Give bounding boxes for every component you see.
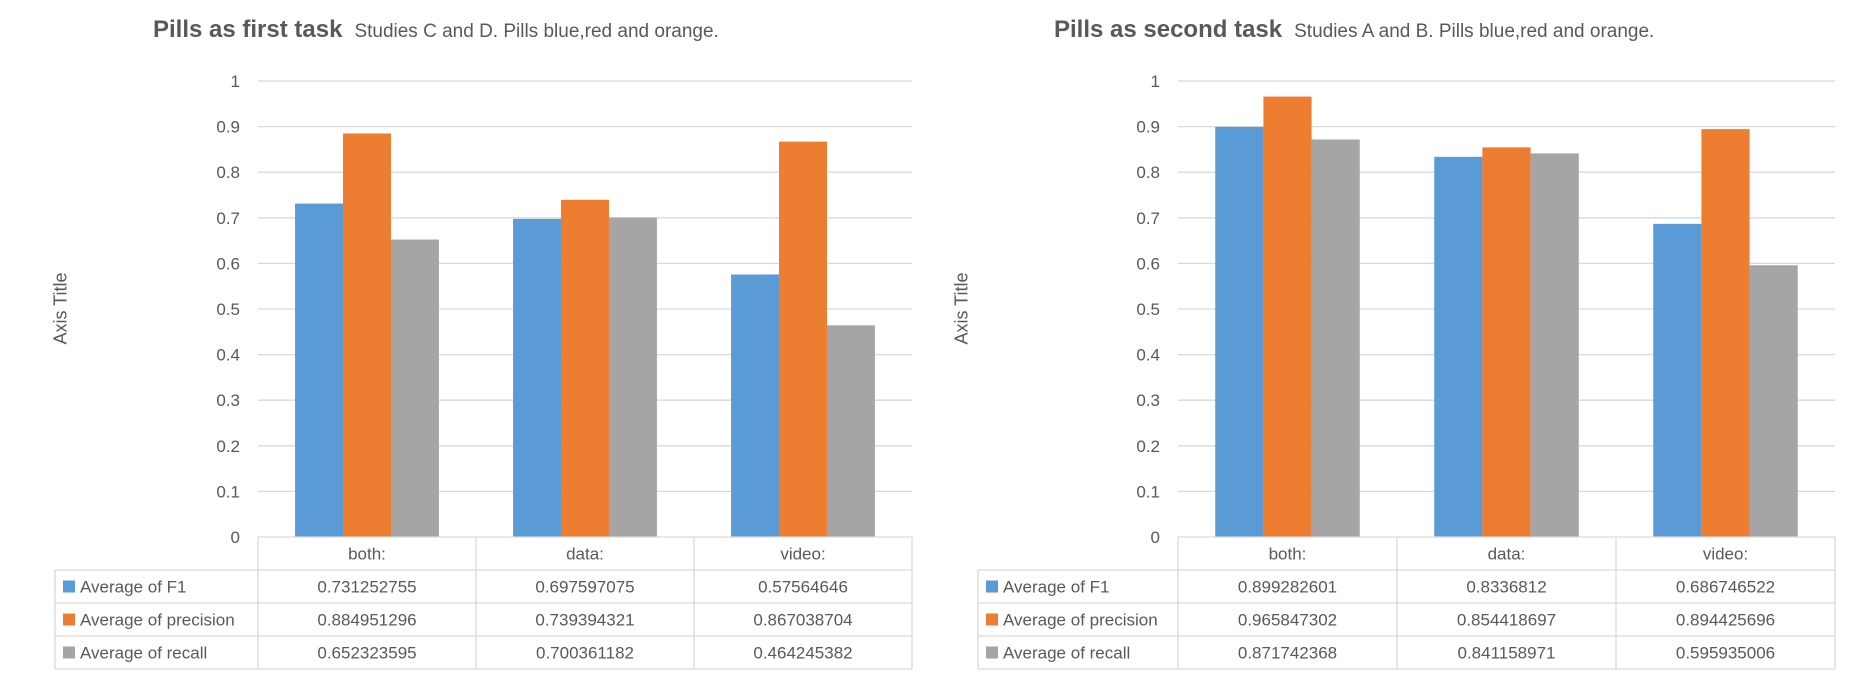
chart-subtitle: Studies A and B. Pills blue,red and oran… <box>1294 21 1655 42</box>
data-label: 0.700361182 <box>536 644 634 663</box>
legend-swatch <box>63 613 75 626</box>
chart-plot: 0 0.1 0.2 0.3 0.4 0.5 0.6 0.7 0.8 0.9 1 both: data: v… <box>977 72 1836 670</box>
chart-pills-first-task: Pills as first task Studies C and D. Pill… <box>51 16 913 670</box>
bar <box>1311 139 1360 537</box>
data-label: 0.8336812 <box>1466 578 1546 597</box>
bar <box>1701 129 1750 537</box>
bar <box>1482 147 1531 537</box>
legend-swatch <box>986 613 998 626</box>
data-label: 0.731252755 <box>317 578 416 597</box>
chart-title: Pills as second task <box>1054 16 1283 43</box>
legend-entry: Average of recall <box>1003 644 1130 663</box>
y-tick-label: 0 <box>1151 528 1160 547</box>
y-tick-label: 0.5 <box>216 300 240 319</box>
category-label: both: <box>348 545 386 564</box>
bar <box>295 203 344 537</box>
data-label: 0.894425696 <box>1676 611 1775 630</box>
y-tick-label: 0.3 <box>1136 391 1160 410</box>
bar <box>561 199 609 538</box>
legend-swatch <box>63 646 75 659</box>
y-tick-label: 0.4 <box>1136 346 1160 365</box>
category-label: data: <box>1488 545 1526 564</box>
bar <box>343 133 391 537</box>
y-tick-label: 0 <box>231 528 240 547</box>
chart-subtitle: Studies C and D. Pills blue,red and oran… <box>354 21 719 42</box>
bar <box>826 325 875 537</box>
bar <box>1263 96 1312 537</box>
legend-entry: Average of F1 <box>80 578 186 597</box>
category-label: video: <box>780 545 825 564</box>
bar <box>1530 153 1579 537</box>
y-tick-label: 0.9 <box>1136 118 1160 137</box>
bar <box>1653 223 1702 538</box>
data-label: 0.595935006 <box>1676 644 1775 663</box>
legend-swatch <box>986 646 998 659</box>
y-tick-label: 0.1 <box>216 482 240 501</box>
bar <box>779 141 827 537</box>
y-tick-label: 0.6 <box>1136 254 1160 273</box>
chart-title-block: Pills as first task Studies C and D. Pill… <box>153 16 719 44</box>
bar <box>513 218 562 537</box>
y-tick-label: 1 <box>1151 72 1160 91</box>
data-label: 0.57564646 <box>758 578 848 597</box>
legend-swatch <box>63 580 75 593</box>
data-label: 0.686746522 <box>1676 578 1775 597</box>
chart-plot: 0 0.1 0.2 0.3 0.4 0.5 0.6 0.7 0.8 0.9 1 both: data: v… <box>54 72 913 670</box>
data-label: 0.652323595 <box>317 644 416 663</box>
data-label: 0.871742368 <box>1238 644 1337 663</box>
data-label: 0.854418697 <box>1457 611 1556 630</box>
bar <box>1434 156 1483 537</box>
category-label: video: <box>1703 545 1748 564</box>
bar <box>1749 265 1798 537</box>
data-label: 0.841158971 <box>1457 644 1555 663</box>
y-tick-label: 0.3 <box>216 391 240 410</box>
bar <box>390 239 439 537</box>
category-label: both: <box>1269 545 1307 564</box>
y-tick-label: 0.2 <box>1136 437 1160 456</box>
y-tick-label: 0.9 <box>216 118 240 137</box>
data-label: 0.965847302 <box>1238 611 1337 630</box>
y-tick-label: 0.7 <box>1136 209 1160 228</box>
y-tick-label: 0.4 <box>216 346 240 365</box>
y-tick-label: 0.6 <box>216 254 240 273</box>
y-tick-label: 0.7 <box>216 209 240 228</box>
legend-entry: Average of recall <box>80 644 207 663</box>
legend-entry: Average of precision <box>80 611 235 630</box>
data-label: 0.899282601 <box>1238 578 1337 597</box>
bar <box>1215 126 1264 538</box>
legend-swatch <box>986 580 998 593</box>
y-tick-label: 0.8 <box>1136 163 1160 182</box>
data-label: 0.867038704 <box>753 611 852 630</box>
category-label: data: <box>566 545 604 564</box>
y-tick-label: 0.8 <box>216 163 240 182</box>
chart-title: Pills as first task <box>153 16 343 43</box>
data-label: 0.464245382 <box>753 644 852 663</box>
bar <box>608 217 657 537</box>
bar <box>731 274 780 537</box>
legend-entry: Average of precision <box>1003 611 1158 630</box>
legend-entry: Average of F1 <box>1003 578 1109 597</box>
chart-title-block: Pills as second task Studies A and B. Pil… <box>1054 16 1654 44</box>
y-tick-label: 0.2 <box>216 437 240 456</box>
data-label: 0.884951296 <box>317 611 416 630</box>
y-tick-label: 0.1 <box>1136 482 1160 501</box>
chart-pills-second-task: Pills as second task Studies A and B. Pil… <box>935 0 1870 695</box>
data-label: 0.739394321 <box>535 611 634 630</box>
y-tick-label: 0.5 <box>1136 300 1160 319</box>
data-label: 0.697597075 <box>535 578 634 597</box>
y-tick-label: 1 <box>231 72 240 91</box>
